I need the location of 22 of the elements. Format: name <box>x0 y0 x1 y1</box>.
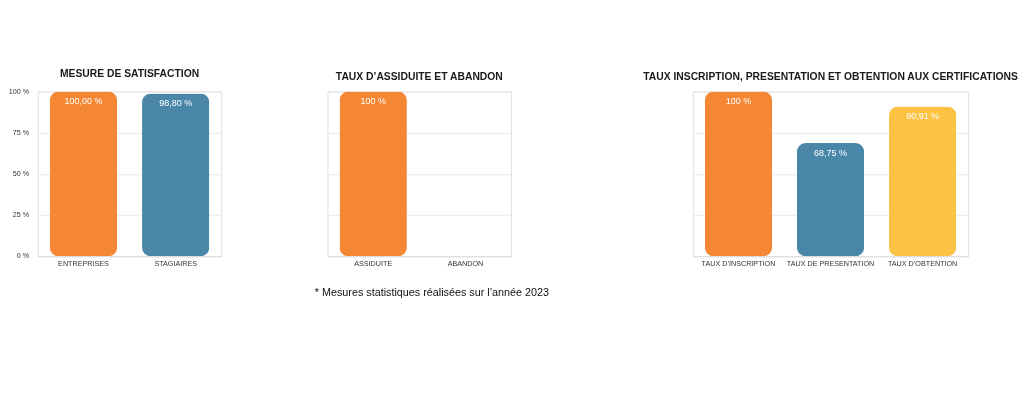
chart-title: TAUX D’ASSIDUITE ET ABANDON <box>335 71 503 83</box>
x-tick-label: ENTREPRISES <box>58 258 110 268</box>
data-label: 100 % <box>360 96 386 107</box>
chart-title: MESURE DE SATISFACTION <box>59 67 200 79</box>
data-label: 68,75 % <box>814 147 848 158</box>
x-tick-label: TAUX D’OBTENTION <box>887 258 958 268</box>
data-label: 98,80 % <box>159 98 193 109</box>
data-label: 90,91 % <box>906 111 940 122</box>
x-tick-label: STAGIAIRES <box>154 258 198 268</box>
x-tick-label: TAUX DE PRESENTATION <box>786 258 875 268</box>
y-tick-label: 50 % <box>12 169 30 179</box>
y-tick-label: 25 % <box>12 210 30 220</box>
data-label: 100,00 % <box>64 96 103 107</box>
y-tick-label: 0 % <box>16 251 30 261</box>
x-tick-label: ABANDON <box>447 258 484 268</box>
y-tick-label: 75 % <box>12 127 30 137</box>
y-tick-label: 100 % <box>8 86 30 96</box>
x-tick-label: TAUX D’INSCRIPTION <box>701 258 776 268</box>
chart-title: TAUX INSCRIPTION, PRESENTATION ET OBTENTION AUX CERTIFICATIONS <box>643 71 1018 83</box>
x-tick-label: ASSIDUITE <box>354 258 393 268</box>
data-label: 100 % <box>725 96 752 107</box>
text: * Mesures statistiques réalisées sur l’année 2023 <box>314 285 550 298</box>
